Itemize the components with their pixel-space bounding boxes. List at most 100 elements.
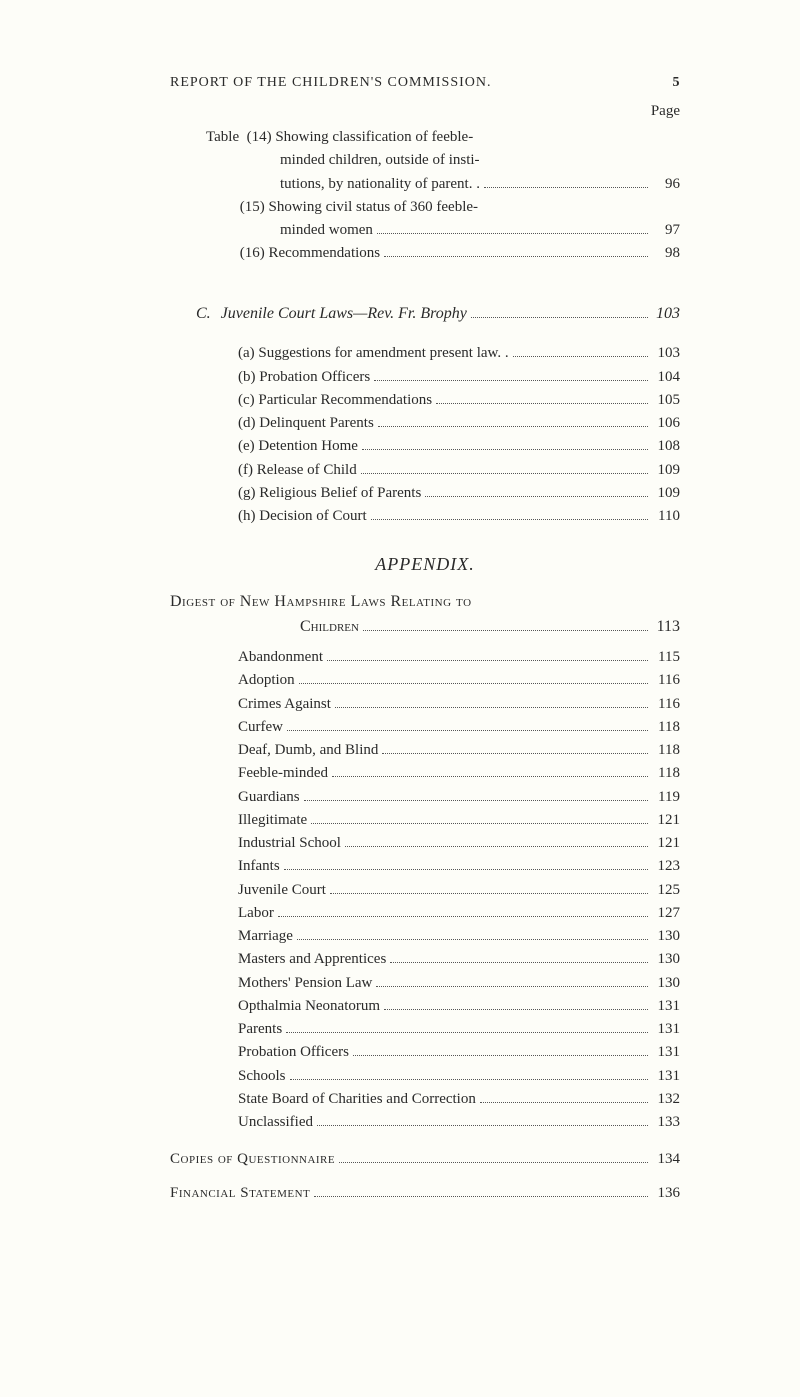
digest-item-text: Deaf, Dumb, and Blind bbox=[238, 739, 378, 762]
digest-heading-line-2: Children 113 bbox=[170, 615, 680, 640]
digest-item-page: 118 bbox=[652, 739, 680, 762]
table-entry: (16) Recommendations98 bbox=[170, 242, 680, 265]
table-entry-text: minded children, outside of insti- bbox=[280, 149, 480, 172]
section-c-item-text: (h) Decision of Court bbox=[238, 505, 367, 528]
digest-item: Probation Officers131 bbox=[170, 1041, 680, 1064]
bottom-entry-label: Copies of Questionnaire bbox=[170, 1148, 335, 1171]
leader-dots bbox=[513, 343, 648, 358]
table-entry-text: Table (14) Showing classification of fee… bbox=[206, 126, 473, 149]
leader-dots bbox=[484, 173, 648, 188]
digest-item-text: Illegitimate bbox=[238, 809, 307, 832]
digest-item-text: Adoption bbox=[238, 669, 295, 692]
digest-item-page: 130 bbox=[652, 925, 680, 948]
digest-item-page: 123 bbox=[652, 855, 680, 878]
bottom-entry-label: Financial Statement bbox=[170, 1182, 310, 1205]
leader-dots bbox=[284, 856, 648, 871]
leader-dots bbox=[287, 716, 648, 731]
leader-dots bbox=[384, 995, 648, 1010]
leader-dots bbox=[436, 389, 648, 404]
leader-dots bbox=[332, 763, 648, 778]
section-c-item-page: 103 bbox=[652, 342, 680, 365]
leader-dots bbox=[345, 833, 648, 848]
digest-item-text: Feeble-minded bbox=[238, 762, 328, 785]
table-entry: Table (14) Showing classification of fee… bbox=[170, 126, 680, 149]
digest-item-text: Schools bbox=[238, 1065, 286, 1088]
digest-item-text: Infants bbox=[238, 855, 280, 878]
section-c-item-page: 105 bbox=[652, 389, 680, 412]
digest-item: Curfew118 bbox=[170, 716, 680, 739]
section-c-item-page: 109 bbox=[652, 482, 680, 505]
digest-item-page: 131 bbox=[652, 1018, 680, 1041]
digest-item-page: 127 bbox=[652, 902, 680, 925]
table-entry: (15) Showing civil status of 360 feeble- bbox=[170, 196, 680, 219]
section-c-item-page: 104 bbox=[652, 366, 680, 389]
table-entry-text: minded women bbox=[280, 219, 373, 242]
section-c-item-text: (f) Release of Child bbox=[238, 459, 357, 482]
section-c-item: (c) Particular Recommendations 105 bbox=[170, 389, 680, 412]
digest-item-page: 132 bbox=[652, 1088, 680, 1111]
leader-dots bbox=[378, 413, 648, 428]
digest-heading-line-1: Digest of New Hampshire Laws Relating to bbox=[170, 593, 680, 611]
section-c-item-text: (b) Probation Officers bbox=[238, 366, 370, 389]
leader-dots bbox=[362, 436, 648, 451]
leader-dots bbox=[304, 786, 648, 801]
section-c-item: (e) Detention Home108 bbox=[170, 435, 680, 458]
digest-item-text: Crimes Against bbox=[238, 693, 331, 716]
digest-item-text: Marriage bbox=[238, 925, 293, 948]
section-c-page: 103 bbox=[652, 302, 680, 327]
leader-dots bbox=[374, 366, 648, 381]
digest-item-text: Juvenile Court bbox=[238, 879, 326, 902]
leader-dots bbox=[286, 1019, 648, 1034]
leader-dots bbox=[311, 809, 648, 824]
digest-item: Crimes Against 116 bbox=[170, 693, 680, 716]
digest-item-page: 121 bbox=[652, 832, 680, 855]
section-c-item-text: (e) Detention Home bbox=[238, 435, 358, 458]
leader-dots bbox=[335, 693, 648, 708]
digest-item-text: Opthalmia Neonatorum bbox=[238, 995, 380, 1018]
digest-item-page: 121 bbox=[652, 809, 680, 832]
digest-item: Illegitimate 121 bbox=[170, 809, 680, 832]
table-list: Table (14) Showing classification of fee… bbox=[170, 126, 680, 266]
digest-item-text: Masters and Apprentices bbox=[238, 948, 386, 971]
digest-item: Masters and Apprentices130 bbox=[170, 948, 680, 971]
leader-dots bbox=[327, 647, 648, 662]
digest-item-text: State Board of Charities and Correction bbox=[238, 1088, 476, 1111]
leader-dots bbox=[480, 1088, 648, 1103]
section-c-item: (f) Release of Child109 bbox=[170, 459, 680, 482]
leader-dots bbox=[317, 1112, 648, 1127]
digest-item: Schools131 bbox=[170, 1065, 680, 1088]
digest-item: Labor127 bbox=[170, 902, 680, 925]
digest-item-page: 119 bbox=[652, 786, 680, 809]
digest-item-page: 131 bbox=[652, 1041, 680, 1064]
section-c-item-text: (g) Religious Belief of Parents bbox=[238, 482, 421, 505]
section-c-item: (a) Suggestions for amendment present la… bbox=[170, 342, 680, 365]
table-entry: minded children, outside of insti- bbox=[170, 149, 680, 172]
digest-item-page: 116 bbox=[652, 693, 680, 716]
digest-item-text: Curfew bbox=[238, 716, 283, 739]
section-c-item: (b) Probation Officers 104 bbox=[170, 366, 680, 389]
digest-item: Unclassified133 bbox=[170, 1111, 680, 1134]
section-c-item-text: (c) Particular Recommendations bbox=[238, 389, 432, 412]
running-header: REPORT OF THE CHILDREN'S COMMISSION. 5 bbox=[170, 75, 680, 91]
leader-dots bbox=[297, 926, 648, 941]
digest-item: Industrial School 121 bbox=[170, 832, 680, 855]
leader-dots bbox=[377, 220, 648, 235]
leader-dots bbox=[371, 506, 648, 521]
digest-items: Abandonment115Adoption116Crimes Against1… bbox=[170, 646, 680, 1134]
digest-item: Abandonment115 bbox=[170, 646, 680, 669]
leader-dots bbox=[390, 949, 648, 964]
bottom-lines: Copies of Questionnaire134Financial Stat… bbox=[170, 1148, 680, 1205]
table-entry: minded women 97 bbox=[170, 219, 680, 242]
leader-dots bbox=[376, 972, 648, 987]
digest-item-page: 125 bbox=[652, 879, 680, 902]
digest-item-text: Industrial School bbox=[238, 832, 341, 855]
leader-dots bbox=[471, 302, 648, 317]
table-entry: tutions, by nationality of parent. .96 bbox=[170, 173, 680, 196]
leader-dots bbox=[363, 616, 648, 631]
digest-children-label: Children bbox=[300, 615, 359, 640]
digest-item-page: 118 bbox=[652, 762, 680, 785]
table-entry-page: 98 bbox=[652, 242, 680, 265]
digest-item: Adoption116 bbox=[170, 669, 680, 692]
digest-item: Parents131 bbox=[170, 1018, 680, 1041]
table-entry-page: 97 bbox=[652, 219, 680, 242]
